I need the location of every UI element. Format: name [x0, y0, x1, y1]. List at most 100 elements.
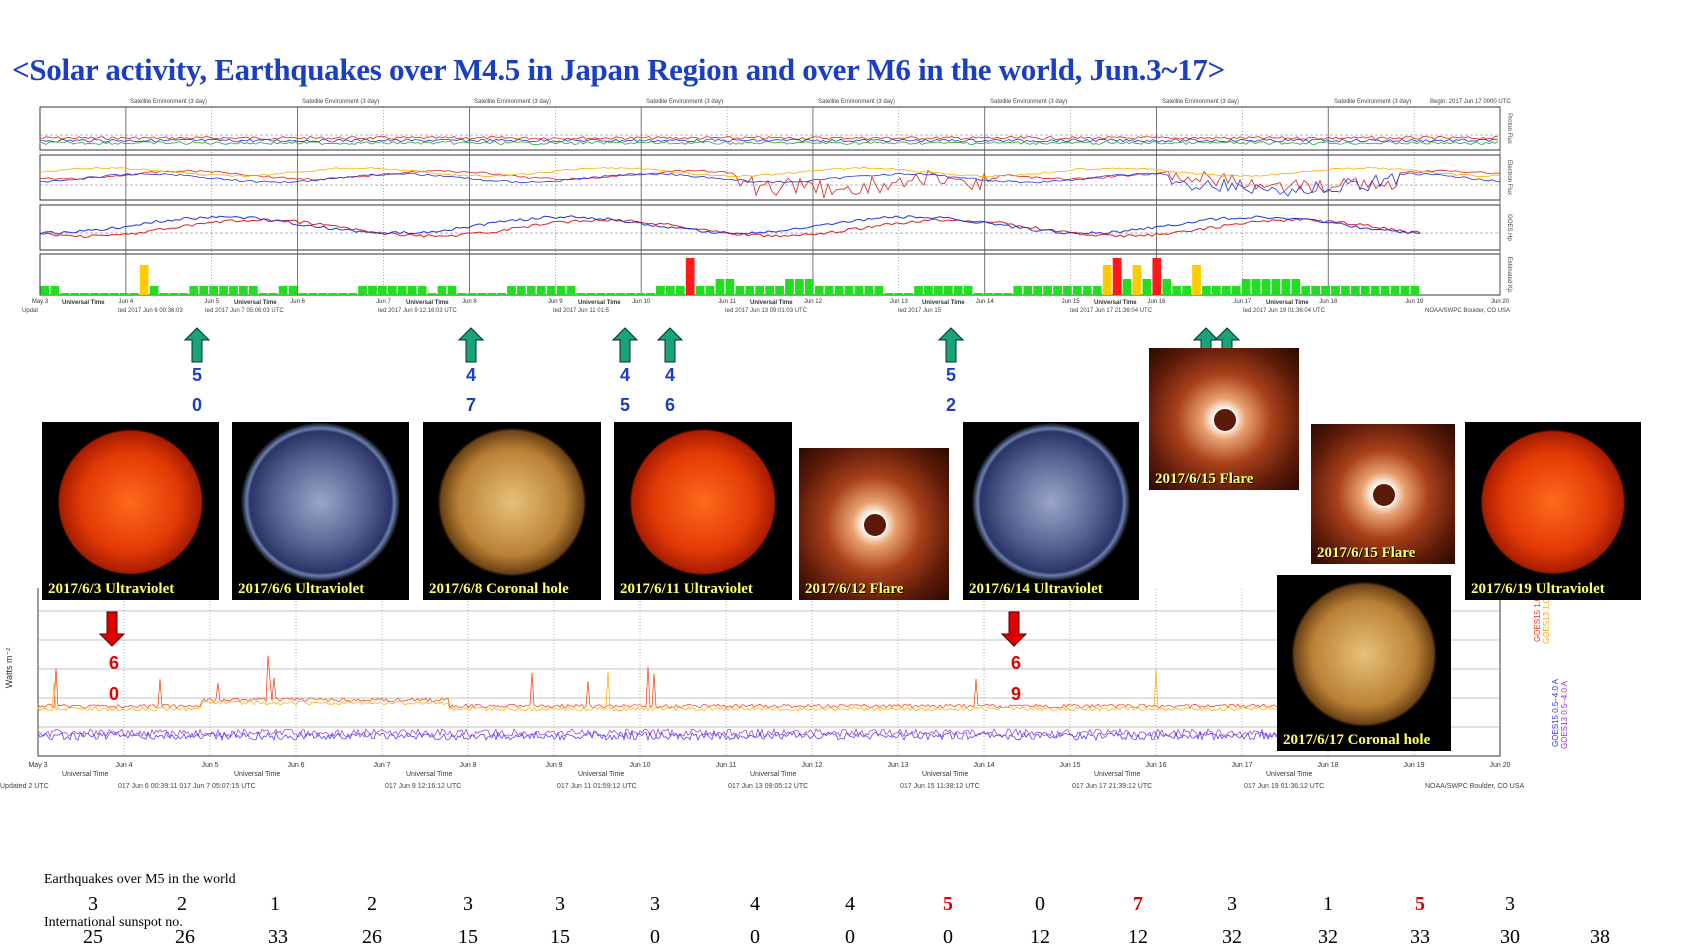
solar-image-caption: 2017/6/6 Ultraviolet: [238, 581, 365, 597]
kp-bar: [149, 286, 159, 295]
kp-bar: [844, 286, 854, 295]
kp-bar: [1162, 279, 1172, 295]
xray-legend-entry: GOES13 0.5–4.0 A: [1560, 680, 1569, 749]
sunspot-number: 33: [1410, 926, 1430, 948]
xray-updated-label: 017 Jun 9 12:16:12 UTC: [385, 783, 461, 790]
top-day-label: Jun 6: [290, 299, 305, 305]
kp-bar: [507, 286, 516, 295]
solar-image-caption: 2017/6/3 Ultraviolet: [48, 581, 175, 597]
kp-bar: [288, 286, 298, 295]
top-panel-frame: [39, 204, 1501, 251]
xray-frame: [37, 588, 1501, 757]
top-day-label: Jun 16: [1147, 299, 1166, 305]
top-day-label: Jun 14: [976, 299, 995, 305]
xray-day-label: Jun 9: [545, 762, 562, 769]
proton-trace: [39, 136, 1499, 141]
segment-title: Satellite Environment (3 day): [1162, 99, 1239, 105]
solar-image-caption: 2017/6/8 Coronal hole: [429, 581, 569, 597]
kp-bar: [1172, 286, 1182, 295]
kp-bar: [943, 286, 953, 295]
xray-universal-time: Universal Time: [922, 771, 968, 778]
top-panel-label: GOES Hp: [1506, 214, 1512, 241]
kp-bar: [139, 265, 149, 295]
kp-bar: [1053, 286, 1062, 295]
xray-day-label: Jun 11: [716, 762, 737, 769]
xray-day-label: Jun 17: [1231, 762, 1252, 769]
coronagraph-occulter: [1213, 408, 1237, 432]
kp-bar: [90, 293, 99, 295]
kp-bar: [1221, 286, 1231, 295]
xray-day-label: Jun 7: [373, 762, 390, 769]
kp-bar: [675, 286, 685, 295]
xray-day-label: Jun 15: [1059, 762, 1080, 769]
kp-bar: [437, 286, 447, 295]
kp-bar: [1390, 286, 1400, 295]
kp-bar: [100, 293, 109, 295]
updated-label: ted 2017 Jun 19 01:36:04 UTC: [1243, 308, 1326, 314]
xray-trace: [37, 655, 1421, 709]
kp-bar: [834, 286, 844, 295]
electron-trace: [39, 169, 1501, 199]
kp-bar: [268, 293, 278, 295]
sunspot-number: 12: [1030, 926, 1050, 948]
earthquake-count: 5: [1415, 893, 1425, 915]
kp-bar: [417, 286, 427, 295]
sunspot-number: 32: [1318, 926, 1338, 948]
solar-image-caption: 2017/6/15 Flare: [1155, 471, 1254, 487]
kp-bar: [338, 293, 348, 295]
top-day-label: Jun 20: [1491, 299, 1510, 305]
kp-bar: [358, 286, 367, 295]
xray-day-label: Jun 14: [973, 762, 994, 769]
solar-image: 2017/6/15 Flare: [1149, 348, 1299, 490]
xray-updated-label: 017 Jun 19 01:36:12 UTC: [1244, 783, 1324, 790]
top-day-label: Jun 5: [204, 299, 219, 305]
kp-bar: [1351, 286, 1360, 295]
kp-bar: [477, 293, 487, 295]
kp-bar: [1082, 286, 1092, 295]
kp-bar: [328, 293, 338, 295]
kp-bar: [378, 286, 387, 295]
kp-bar: [795, 279, 804, 295]
kp-bar: [517, 286, 526, 295]
xray-day-label: May 3: [28, 762, 47, 769]
solar-image-caption: 2017/6/17 Coronal hole: [1283, 732, 1431, 748]
xray-trace: [37, 730, 1421, 742]
solar-image: 2017/6/3 Ultraviolet: [42, 422, 219, 600]
kp-bar: [814, 286, 824, 295]
kp-bar: [258, 293, 268, 295]
kp-bar: [1023, 286, 1033, 295]
kp-bar: [715, 279, 725, 295]
updated-label: ted 2017 Jun 17 21:36:04 UTC: [1070, 308, 1153, 314]
xray-trace: [37, 669, 1420, 712]
sunspot-row-label: International sunspot no.: [44, 915, 183, 930]
kp-bar: [1033, 286, 1043, 295]
xray-day-label: Jun 4: [115, 762, 132, 769]
kp-bar: [596, 293, 606, 295]
solar-image: 2017/6/14 Ultraviolet: [963, 422, 1139, 600]
kp-bar: [1321, 286, 1330, 295]
updated-label: ted 2017 Jun 6 00:36:03: [118, 308, 183, 314]
top-day-label: Jun 10: [632, 299, 651, 305]
kp-bar: [1013, 286, 1023, 295]
kp-bar: [983, 293, 993, 295]
xray-universal-time: Universal Time: [234, 771, 280, 778]
kp-bar: [616, 293, 626, 295]
xray-day-label: Jun 13: [887, 762, 908, 769]
earthquake-count: 5: [943, 893, 953, 915]
segment-title: Satellite Environment (3 day): [646, 99, 723, 105]
kp-bar: [348, 293, 357, 295]
kp-bar: [1182, 286, 1191, 295]
xray-trace: [37, 727, 1421, 739]
xray-legend-entry: GOES15 1.0–8.0 A: [1533, 588, 1542, 642]
xray-updated-label: 017 Jun 17 21:39:12 UTC: [1072, 783, 1152, 790]
universal-time-label: Universal Time: [922, 300, 965, 306]
xray-day-label: Jun 8: [459, 762, 476, 769]
xray-universal-time: Universal Time: [1094, 771, 1140, 778]
xray-universal-time: Universal Time: [406, 771, 452, 778]
earthquake-count: 3: [1505, 893, 1515, 915]
kp-bar: [219, 286, 228, 295]
updated-label: Updat: [22, 308, 38, 314]
top-day-label: Jun 18: [1319, 299, 1338, 305]
kp-bar: [407, 286, 417, 295]
universal-time-label: Universal Time: [1094, 300, 1137, 306]
